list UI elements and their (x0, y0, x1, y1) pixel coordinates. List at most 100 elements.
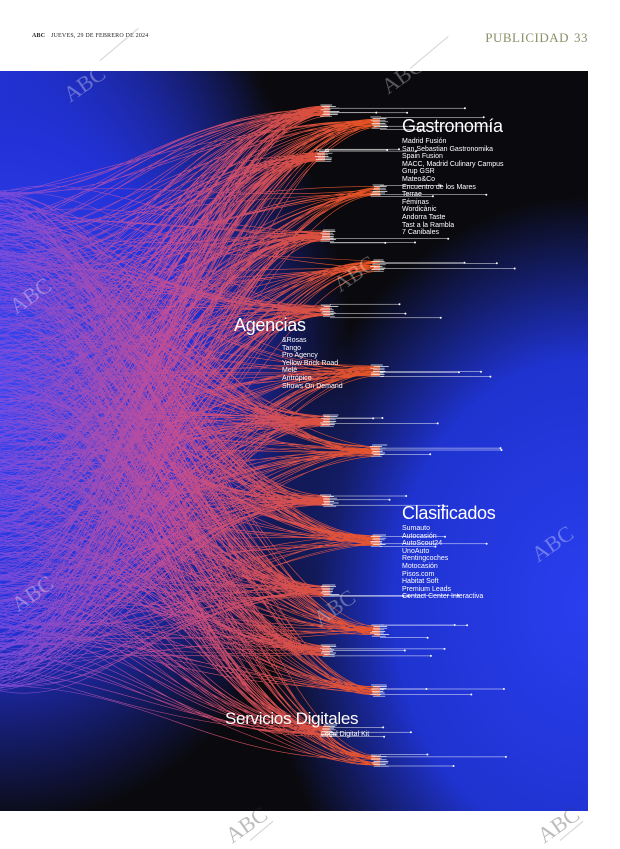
endpoint-dot (513, 267, 516, 270)
list-item: Spain Fusion (402, 153, 443, 161)
section-name: PUBLICIDAD (485, 30, 569, 45)
group-list: &Rosas Tango Pro Agency Yellow Brick Roa… (282, 337, 343, 390)
endpoint-dot (457, 371, 460, 374)
list-item: AutoScout24 (402, 540, 443, 548)
endpoint-dot (453, 624, 456, 626)
list-item: Antrópico (282, 374, 312, 382)
endpoint-dot (402, 595, 405, 597)
tick-cluster (370, 364, 389, 377)
group-list: Madrid Fusión San Sebastian Gastronomika… (402, 138, 504, 237)
tick-cluster (370, 684, 387, 697)
endpoint-dot (442, 504, 445, 507)
endpoint-dot (431, 195, 434, 198)
list-item: &Rosas (282, 337, 307, 344)
group-list: Local Digital Kit (321, 731, 369, 739)
endpoint-dot (426, 636, 429, 639)
endpoint-dot (419, 128, 422, 131)
endpoint-dot (463, 261, 466, 264)
list-item: Pisos.com (402, 570, 435, 578)
endpoint-dot (489, 375, 492, 378)
endpoint-dot (382, 726, 385, 729)
list-item: Grup GSR (402, 168, 435, 176)
list-item: Sumauto (402, 525, 431, 532)
list-item: San Sebastian Gastronomika (402, 145, 494, 153)
endpoint-dot (404, 312, 407, 315)
tick-cluster (370, 444, 388, 457)
endpoint-dot (489, 125, 492, 128)
list-item: Contact Center Interactiva (402, 593, 484, 601)
list-item: Féminas (402, 198, 429, 206)
endpoint-dot (426, 753, 429, 756)
list-item: Autocasión (402, 532, 437, 540)
list-item: Shows On Demand (282, 382, 343, 390)
tick-cluster (370, 624, 390, 637)
endpoint-dot (425, 688, 428, 690)
endpoint-dot (470, 693, 473, 696)
endpoint-dot (429, 453, 432, 456)
endpoint-dot (386, 149, 389, 151)
tick-cluster (320, 724, 337, 737)
group-gastronomia: Gastronomía Madrid Fusión San Sebastian … (402, 116, 504, 237)
tick-cluster (315, 149, 333, 162)
tick-cluster (370, 116, 389, 129)
endpoint-dot (499, 447, 502, 450)
endpoint-dot (398, 303, 401, 306)
group-title: Agencias (234, 315, 306, 335)
endpoint-dot (452, 765, 455, 767)
endpoint-dot (463, 107, 466, 110)
list-item: Tast a la Rambla (402, 221, 455, 229)
list-item: 7 Canibales (402, 229, 439, 237)
list-item: UnoAuto (402, 547, 430, 555)
endpoint-dot (407, 595, 410, 598)
group-title: Servicios Digitales (225, 709, 359, 728)
endpoint-dot (398, 148, 400, 151)
endpoint-dot (381, 417, 384, 419)
list-item: Andorra Taste (402, 213, 446, 221)
endpoint-dot (502, 688, 505, 690)
list-item: Yellow Brick Road (282, 359, 339, 367)
group-title: Gastronomía (402, 116, 503, 136)
endpoint-dot (383, 735, 386, 738)
endpoint-dot (480, 370, 482, 373)
tick-cluster (370, 184, 388, 197)
list-item: Melé (282, 367, 298, 375)
page-header-right: PUBLICIDAD 33 (485, 30, 588, 46)
endpoint-dot (406, 111, 409, 114)
endpoint-dot (504, 755, 507, 758)
endpoint-dot (439, 184, 442, 187)
endpoint-dot (405, 495, 408, 497)
endpoint-dot (447, 237, 450, 240)
endpoint-dot (415, 150, 417, 153)
list-item: Pro Agency (282, 352, 318, 360)
list-item: Habitat Soft (402, 578, 439, 586)
endpoint-dot (384, 241, 387, 244)
group-servicios-digitales: Servicios Digitales Local Digital Kit (225, 709, 369, 739)
list-item: Local Digital Kit (321, 731, 370, 738)
tick-cluster (320, 229, 336, 242)
curve-bundle (0, 105, 381, 767)
list-item: MACC, Madrid Culinary Campus (402, 160, 504, 168)
endpoint-dot (443, 647, 446, 650)
tick-cluster (320, 414, 339, 427)
list-item: Rentingcoches (402, 555, 449, 563)
endpoint-dot (466, 624, 469, 627)
group-agencias: Agencias &Rosas Tango Pro Agency Yellow … (234, 315, 343, 390)
group-list: Sumauto Autocasión AutoScout24 UnoAuto R… (402, 525, 495, 601)
list-item: Mateo&Co (402, 175, 436, 183)
advertisement-artwork: Gastronomía Madrid Fusión San Sebastian … (0, 71, 588, 811)
endpoint-dot (482, 116, 485, 119)
newspaper-brand: ABC (32, 33, 46, 39)
endpoint-dot (500, 449, 503, 451)
endpoint-dot (436, 422, 439, 425)
tick-cluster (320, 644, 337, 657)
watermark-stroke (409, 35, 449, 69)
tick-cluster (370, 534, 387, 547)
list-item: Wordicànic (402, 206, 437, 214)
issue-date: JUEVES, 29 DE FEBRERO DE 2024 (50, 33, 149, 39)
list-item: Premium Leads (402, 585, 452, 593)
list-item: Terrae (402, 191, 422, 199)
endpoint-dot (429, 654, 432, 657)
endpoint-dot (485, 193, 488, 196)
list-item: Motocasión (402, 562, 438, 570)
network-lines-artwork (0, 71, 588, 811)
